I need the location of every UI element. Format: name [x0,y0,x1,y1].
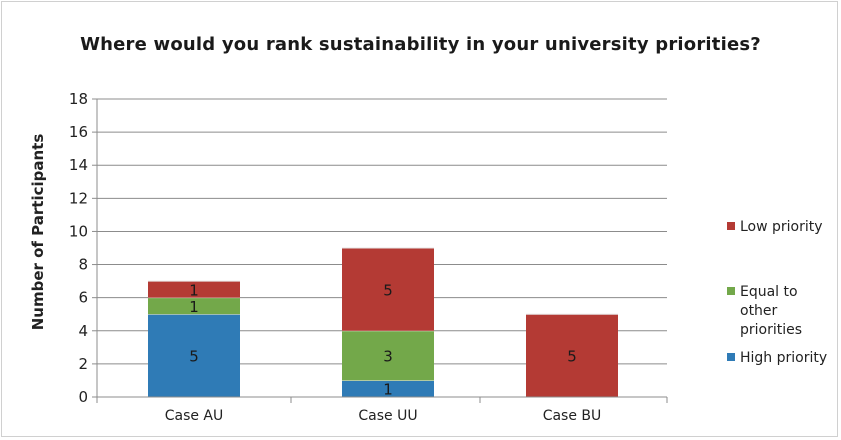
legend-entry: Equal to other priorities [740,284,802,338]
bar-segment [526,314,618,397]
y-tick-label: 12 [69,189,88,207]
legend: Low priority Equal to other priorities High … [727,219,827,366]
data-label: 1 [189,298,199,316]
chart-title: Where would you rank sustainability in y… [80,34,761,55]
data-label: 1 [383,381,393,399]
legend-entry: Low priority [740,219,823,235]
bars [148,247,618,397]
data-label: 5 [189,348,199,366]
y-tick-label: 16 [69,123,88,141]
data-label: 1 [189,281,199,299]
x-tick-label: Case BU [543,408,602,424]
y-tick-label: 14 [69,156,88,174]
y-tick-label: 10 [69,222,88,240]
y-tick-label: 2 [78,355,88,373]
bar-segment [342,330,434,381]
y-tick-label: 0 [78,388,88,406]
bar-segment [148,314,240,397]
axes: 0 2 4 6 8 10 12 14 16 18 Case AU Case UU Case BU [69,90,668,424]
legend-swatch [727,287,735,295]
x-tick-label: Case AU [165,408,224,424]
data-label: 5 [567,348,577,366]
bar-segment [148,281,240,298]
y-tick-label: 8 [78,256,88,274]
data-label: 3 [383,348,393,366]
y-tick-label: 4 [78,322,88,340]
bar-segment [342,248,434,331]
bar-segment [148,297,240,315]
bar-segment [342,380,434,397]
legend-entry: High priority [740,350,827,366]
legend-swatch [727,353,735,361]
y-tick-label: 6 [78,289,88,307]
legend-swatch [727,222,735,230]
data-label: 5 [383,281,393,299]
y-axis-title: Number of Participants [29,134,47,331]
x-tick-label: Case UU [358,408,417,424]
y-tick-label: 18 [69,90,88,108]
